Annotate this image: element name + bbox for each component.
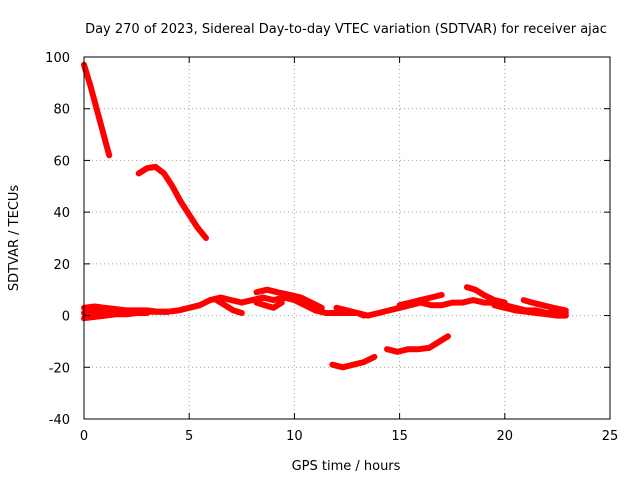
x-tick-label: 5 bbox=[185, 429, 193, 444]
series-arc-9 bbox=[333, 304, 367, 319]
series-arc-14 bbox=[329, 353, 378, 371]
series-arc-6 bbox=[213, 297, 245, 316]
series-arc-13 bbox=[520, 297, 569, 314]
y-tick-label: 60 bbox=[53, 154, 70, 169]
series-arc-8 bbox=[253, 299, 285, 311]
series-arc-4 bbox=[81, 303, 172, 315]
series-arc-7 bbox=[253, 286, 325, 311]
series-arc-15 bbox=[384, 333, 451, 355]
y-tick-label: 0 bbox=[62, 310, 70, 325]
x-axis-label: GPS time / hours bbox=[292, 459, 401, 474]
x-tick-label: 20 bbox=[497, 429, 514, 444]
x-tick-label: 0 bbox=[80, 429, 88, 444]
y-tick-label: -40 bbox=[49, 413, 70, 428]
y-axis-label: SDTVAR / TECUs bbox=[7, 185, 22, 292]
series-arc-2 bbox=[135, 163, 209, 241]
series-arc-5 bbox=[81, 310, 151, 322]
chart-title: Day 270 of 2023, Sidereal Day-to-day VTE… bbox=[85, 22, 607, 37]
x-tick-label: 15 bbox=[391, 429, 408, 444]
x-tick-label: 10 bbox=[286, 429, 303, 444]
y-tick-label: 80 bbox=[53, 103, 70, 118]
series-arc-1 bbox=[81, 61, 113, 159]
axis-ticks: 0 5 10 15 20 25 -40 -20 0 20 40 60 80 100 bbox=[45, 51, 618, 444]
series-arc-11 bbox=[463, 284, 508, 306]
series-arc-12 bbox=[491, 302, 569, 319]
y-tick-label: 100 bbox=[45, 51, 70, 66]
series-arc-10 bbox=[396, 291, 445, 309]
y-tick-label: -20 bbox=[49, 361, 70, 376]
grid-lines bbox=[84, 57, 610, 419]
x-tick-label: 25 bbox=[602, 429, 619, 444]
y-tick-label: 40 bbox=[53, 206, 70, 221]
series-group bbox=[81, 61, 569, 371]
plot-frame bbox=[83, 56, 611, 420]
y-tick-label: 20 bbox=[53, 258, 70, 273]
